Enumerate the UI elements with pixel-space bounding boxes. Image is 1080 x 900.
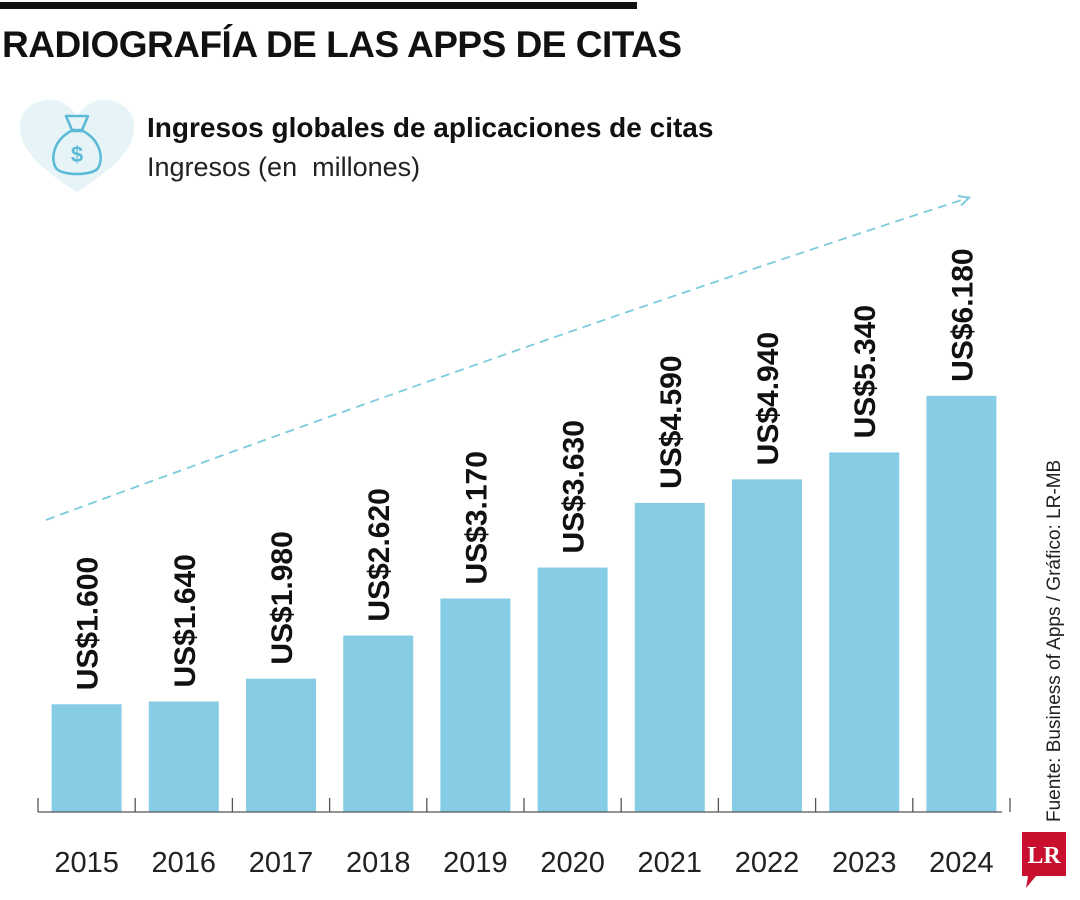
headline: RADIOGRAFÍA DE LAS APPS DE CITAS (2, 24, 682, 65)
x-tick-label-2018: 2018 (346, 847, 411, 879)
bar-2017 (246, 678, 316, 812)
chart-title: Ingresos globales de aplicaciones de cit… (147, 112, 714, 143)
x-tick-label-2024: 2024 (929, 847, 994, 879)
x-tick-label-2016: 2016 (152, 847, 217, 879)
value-label-2016: US$1.640 (169, 554, 202, 687)
x-tick-label-2022: 2022 (735, 847, 800, 879)
bar-2024 (926, 395, 997, 812)
bar-2022 (732, 479, 802, 812)
x-tick-label-2021: 2021 (638, 847, 703, 879)
logo-text: LR (1027, 843, 1061, 869)
money-bag-badge: $ (16, 96, 138, 196)
value-label-2015: US$1.600 (72, 557, 105, 690)
x-tick-label-2019: 2019 (443, 847, 508, 879)
value-label-2018: US$2.620 (363, 488, 396, 621)
bar-2018 (343, 635, 414, 812)
value-label-2020: US$3.630 (558, 420, 591, 553)
value-label-2021: US$4.590 (655, 355, 688, 488)
x-tick-label-2023: 2023 (832, 847, 897, 879)
bar-2016 (148, 701, 219, 812)
x-tick-label-2015: 2015 (54, 847, 119, 879)
x-tick-label-2017: 2017 (249, 847, 314, 879)
value-label-2022: US$4.940 (752, 332, 785, 465)
value-label-2024: US$6.180 (946, 248, 979, 381)
bar-2021 (634, 502, 705, 812)
money-bag-icon (52, 114, 102, 176)
source-note: Fuente: Business of Apps / Gráfico: LR-M… (1044, 459, 1065, 822)
value-label-2019: US$3.170 (460, 451, 493, 584)
value-label-2017: US$1.980 (266, 531, 299, 664)
dollar-sign: $ (71, 142, 83, 167)
value-label-2023: US$5.340 (849, 305, 882, 438)
x-tick-label-2020: 2020 (540, 847, 605, 879)
bar-2019 (440, 598, 511, 812)
chart-subtitle: Ingresos (en millones) (147, 152, 421, 182)
trend-arrow (45, 198, 968, 521)
top-rule (0, 2, 637, 9)
bar-2015 (51, 704, 122, 812)
bar-2020 (537, 567, 608, 812)
bar-2023 (829, 452, 900, 812)
lr-logo: LR (1022, 832, 1066, 888)
heart-shape (19, 99, 135, 192)
